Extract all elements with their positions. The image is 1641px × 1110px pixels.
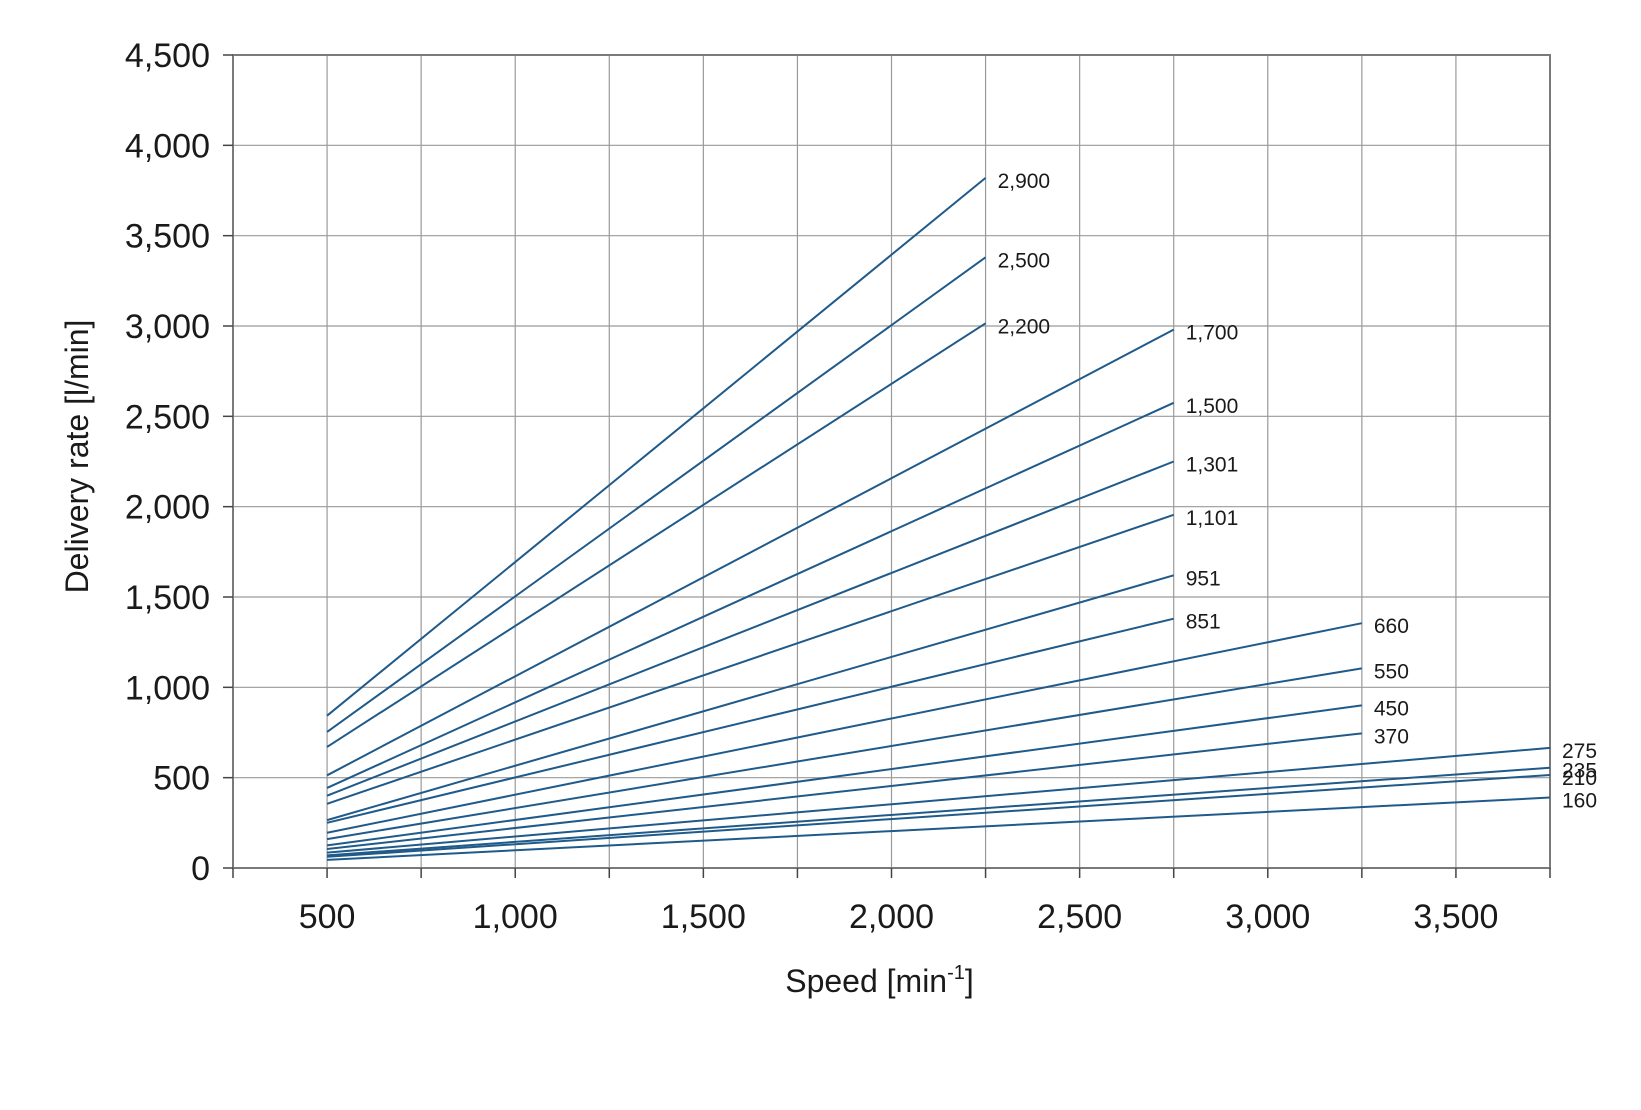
series-line: [326, 617, 1174, 824]
y-tick-label: 1,500: [125, 579, 210, 617]
series-label: 851: [1186, 611, 1221, 634]
series-line: [327, 796, 1551, 861]
series-line: [326, 401, 1175, 789]
y-tick-labels: 0 500 1,000 1,500 2,000 2,500 3,000 3,500 4,000 4…: [125, 37, 210, 888]
grid: [233, 55, 1550, 868]
series-label: 235: [1562, 760, 1597, 783]
series-label: 951: [1186, 567, 1221, 590]
y-tick-label: 500: [153, 760, 210, 798]
x-tick-label: 1,500: [661, 898, 746, 936]
series-label: 450: [1374, 697, 1409, 720]
series-line: [326, 256, 987, 733]
series-label: 550: [1374, 660, 1409, 683]
series-label: 210: [1562, 767, 1597, 790]
series-line: [326, 322, 987, 748]
series-line: [326, 328, 1175, 777]
series-label: 1,700: [1186, 322, 1239, 345]
series-line: [326, 746, 1551, 854]
series-label: 275: [1562, 740, 1597, 763]
x-tick-labels: 500 1,000 1,500 2,000 2,500 3,000 3,500: [299, 898, 1499, 936]
x-tick-label: 1,000: [473, 898, 558, 936]
x-tick-label: 500: [299, 898, 356, 936]
series-lines: [326, 177, 1551, 861]
x-tick-label: 2,000: [849, 898, 934, 936]
series-line: [326, 177, 987, 717]
x-axis-title-suffix: ]: [965, 963, 974, 999]
series-label: 2,500: [998, 249, 1051, 272]
series-labels: 2,900 2,500 2,200 1,700 1,500 1,301 1,101 951 85…: [998, 170, 1597, 813]
series-line: [326, 766, 1551, 857]
series-label: 2,200: [998, 315, 1051, 338]
series-label: 1,500: [1186, 395, 1239, 418]
series-label: 160: [1562, 790, 1597, 813]
series-label: 660: [1374, 615, 1409, 638]
y-tick-label: 4,500: [125, 37, 210, 75]
series-line: [326, 622, 1363, 834]
series-line: [326, 460, 1175, 797]
series-line: [326, 732, 1362, 851]
y-tick-label: 3,000: [125, 308, 210, 346]
y-tick-label: 2,000: [125, 489, 210, 527]
x-tick-label: 2,500: [1037, 898, 1122, 936]
y-axis-title: Delivery rate [l/min]: [59, 320, 95, 594]
y-tick-label: 2,500: [125, 398, 210, 436]
series-label: 1,301: [1186, 454, 1239, 477]
series-line: [326, 574, 1174, 822]
y-tick-label: 0: [191, 850, 210, 888]
series-label: 370: [1374, 725, 1409, 748]
x-tick-label: 3,000: [1225, 898, 1310, 936]
series-line: [326, 667, 1363, 841]
series-line: [326, 704, 1362, 847]
tick-marks: [223, 54, 1551, 878]
series-line: [326, 513, 1175, 805]
y-tick-label: 1,000: [125, 669, 210, 707]
series-line: [327, 773, 1551, 858]
y-tick-label: 4,000: [125, 127, 210, 165]
y-tick-label: 3,500: [125, 218, 210, 256]
x-axis-title-main: Speed [min: [785, 963, 947, 999]
x-axis-title: Speed [min-1]: [785, 962, 974, 999]
x-tick-label: 3,500: [1413, 898, 1498, 936]
series-label: 1,101: [1186, 507, 1239, 530]
x-axis-title-superscript: -1: [947, 962, 965, 984]
series-label: 2,900: [998, 170, 1051, 193]
